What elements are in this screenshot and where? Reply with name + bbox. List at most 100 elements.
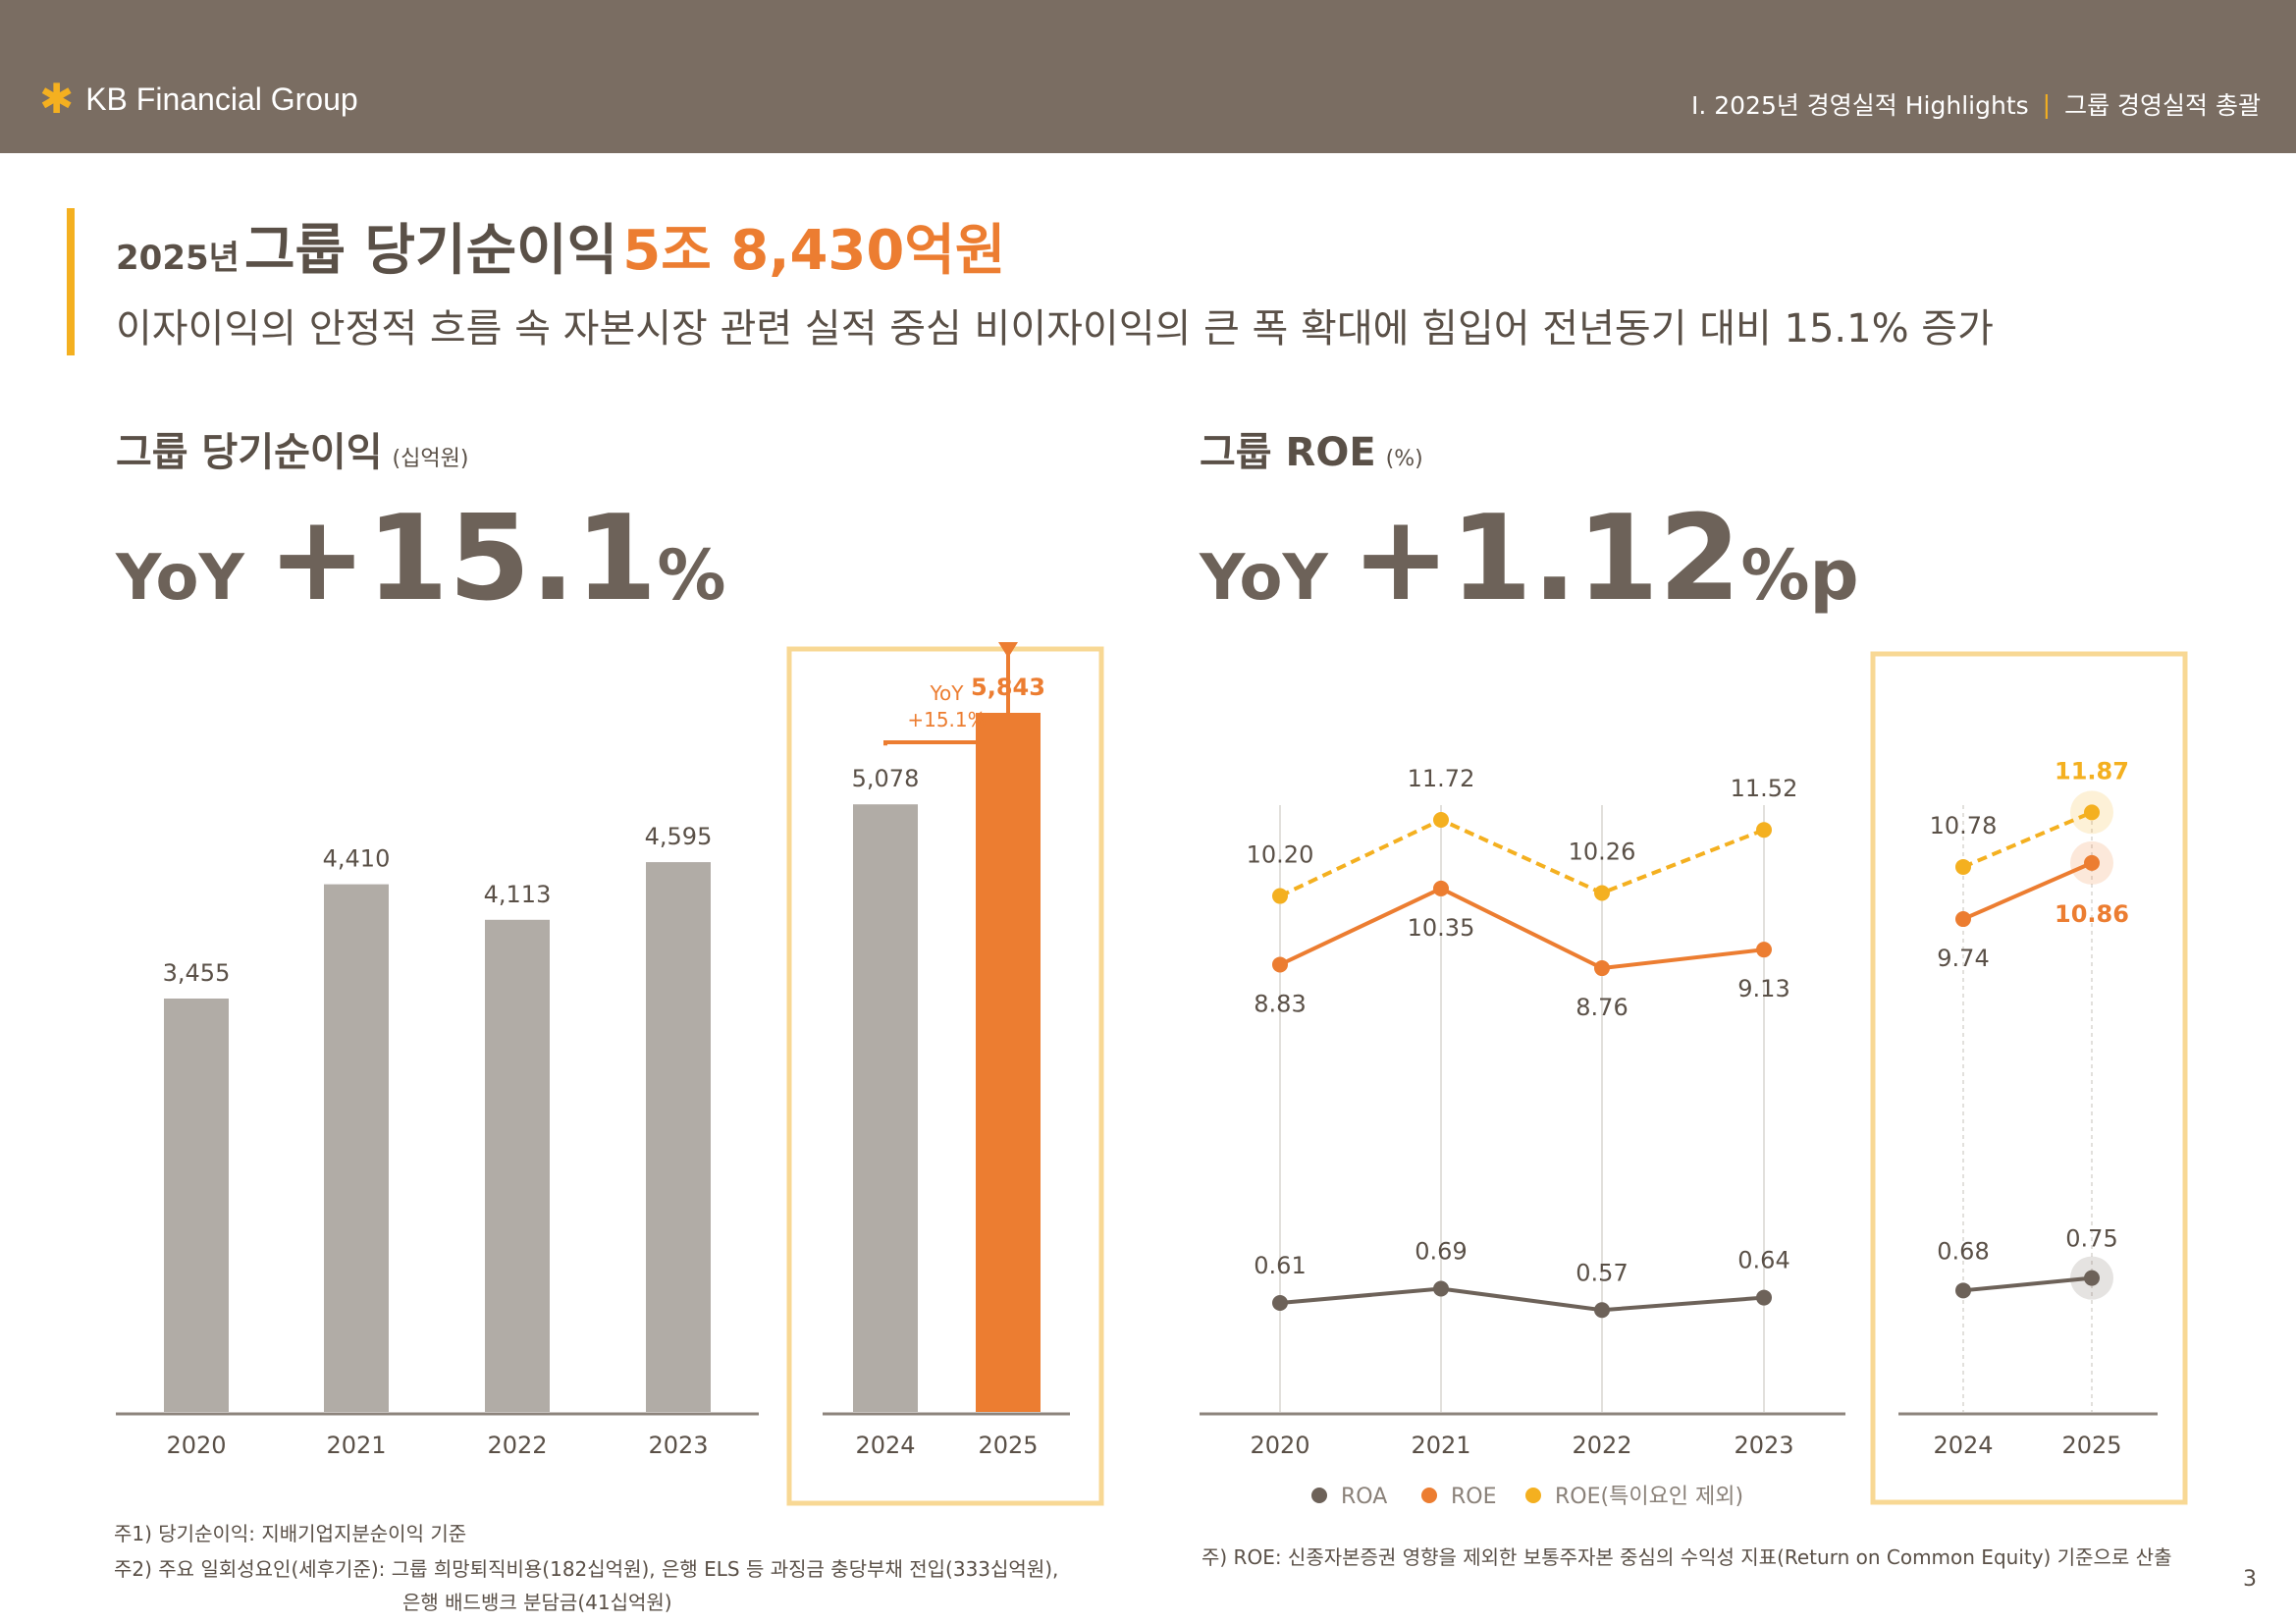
- series-2-label-2025: 11.87: [2055, 757, 2129, 785]
- kb-star-icon: ✱: [39, 75, 75, 123]
- series-1-label-2022: 8.76: [1575, 994, 1628, 1021]
- yoy-callout-arrowhead: [998, 641, 1018, 658]
- net-income-yoy-unit: %: [657, 535, 726, 616]
- x-tick-label-2024: 2024: [1933, 1432, 1993, 1459]
- headline-accent-bar: [67, 208, 75, 355]
- series-0-line-2020-2023: [1279, 1286, 1765, 1313]
- series-2-label-2024: 10.78: [1930, 812, 1998, 839]
- note-right-1: 주) ROE: 신종자본증권 영향을 제외한 보통주자본 중심의 수익성 지표(…: [1201, 1545, 2172, 1569]
- bar-2021: [324, 884, 389, 1412]
- net-income-title: 그룹 당기순이익 (십억원): [116, 420, 468, 477]
- net-income-bar-chart: 3,455 2020 4,410 2021 4,113 2022 4,595 2023 5,07…: [116, 641, 1104, 1506]
- series-1-point-2021: [1433, 880, 1449, 896]
- series-0-label-2020: 0.61: [1254, 1252, 1306, 1279]
- series-0-label-2025: 0.75: [2065, 1225, 2117, 1253]
- series-0-label-2021: 0.69: [1415, 1238, 1467, 1266]
- roe-yoy-label: YoY: [1200, 542, 1328, 615]
- series-0-point-2025: [2084, 1270, 2100, 1286]
- series-1-label-2024: 9.74: [1937, 945, 1989, 972]
- yoy-callout-label: YoY: [929, 681, 964, 705]
- breadcrumb-separator: |: [2042, 89, 2052, 119]
- header-bar: ✱ KB Financial Group Ⅰ. 2025년 경영실적 Highl…: [0, 0, 2296, 153]
- roe-title-text: 그룹 ROE: [1200, 430, 1376, 475]
- bar-value-label-2022: 4,113: [484, 881, 552, 908]
- legend-label-1: ROE: [1451, 1485, 1497, 1509]
- bar-2020: [164, 998, 229, 1412]
- x-tick-label-2021: 2021: [1411, 1432, 1470, 1459]
- roe-unit: (%): [1385, 447, 1423, 471]
- series-1-label-2020: 8.83: [1254, 990, 1306, 1017]
- breadcrumb-section[interactable]: Ⅰ. 2025년 경영실적 Highlights: [1690, 91, 2029, 120]
- bar-value-label-2024: 5,078: [852, 765, 920, 792]
- series-2-point-2024: [1955, 858, 1971, 875]
- net-income-title-text: 그룹 당기순이익: [116, 430, 383, 475]
- yoy-callout-value: +15.1%: [907, 708, 986, 731]
- roe-highlight-box: [1870, 651, 2188, 1505]
- headline-amount: 5조 8,430억원: [622, 219, 1006, 283]
- series-2-point-2021: [1433, 812, 1449, 828]
- series-1-line-2020-2023: [1279, 886, 1765, 971]
- net-income-yoy-value: +15.1: [267, 491, 658, 627]
- series-2-line-2020-2023: [1279, 817, 1765, 898]
- breadcrumb-page[interactable]: 그룹 경영실적 총괄: [2064, 91, 2261, 120]
- bar-tick-label-2022: 2022: [487, 1432, 547, 1459]
- roe-line-chart: 2020 2021 2022 2023 2024 2025 0.61 0.69 0.57 0.64…: [1200, 651, 2188, 1509]
- x-tick-label-2022: 2022: [1572, 1432, 1631, 1459]
- headline-subtitle: 이자이익의 안정적 흐름 속 자본시장 관련 실적 중심 비이자이익의 큰 폭 …: [116, 306, 1994, 352]
- note-left-3: 은행 배드뱅크 분담금(41십억원): [402, 1591, 672, 1614]
- legend-marker-1: [1421, 1488, 1437, 1503]
- series-0-label-2024: 0.68: [1937, 1237, 1989, 1265]
- bar-2025: [976, 712, 1041, 1412]
- x-tick-label-2025: 2025: [2061, 1432, 2121, 1459]
- series-1-point-2020: [1272, 956, 1288, 973]
- series-1-point-2024: [1955, 911, 1971, 928]
- x-tick-label-2020: 2020: [1250, 1432, 1309, 1459]
- series-1-point-2022: [1594, 960, 1610, 977]
- roe-yoy-unit: %p: [1740, 535, 1859, 616]
- bar-tick-label-2023: 2023: [648, 1432, 708, 1459]
- legend-label-0: ROA: [1341, 1485, 1387, 1509]
- series-0-label-2023: 0.64: [1737, 1247, 1789, 1274]
- page-number: 3: [2243, 1567, 2257, 1592]
- headline-main: 그룹 당기순이익: [244, 219, 618, 283]
- series-1-point-2023: [1756, 942, 1772, 958]
- series-1-label-2021: 10.35: [1408, 914, 1475, 942]
- series-1-label-2025: 10.86: [2055, 900, 2129, 928]
- bar-tick-label-2020: 2020: [166, 1432, 226, 1459]
- roe-title: 그룹 ROE (%): [1200, 420, 1423, 477]
- series-2-label-2020: 10.20: [1247, 841, 1314, 869]
- series-0-point-2022: [1594, 1302, 1610, 1319]
- legend-marker-0: [1311, 1488, 1327, 1503]
- note-left-2: 주2) 주요 일회성요인(세후기준): 그룹 희망퇴직비용(182십억원), 은…: [114, 1557, 1059, 1581]
- x-tick-label-2023: 2023: [1734, 1432, 1793, 1459]
- logo-text: KB Financial Group: [85, 81, 358, 117]
- bar-value-label-2021: 4,410: [323, 845, 391, 873]
- series-2-label-2022: 10.26: [1569, 839, 1636, 866]
- highlight-box-2024-2025: [786, 646, 1104, 1506]
- legend-marker-2: [1525, 1488, 1541, 1503]
- bar-2023: [646, 862, 711, 1412]
- series-1-label-2023: 9.13: [1737, 975, 1789, 1002]
- series-0-line-2024-2025: [1962, 1275, 2093, 1293]
- kb-logo[interactable]: ✱ KB Financial Group: [39, 79, 358, 120]
- series-0-point-2023: [1756, 1289, 1772, 1306]
- series-2-point-2023: [1756, 822, 1772, 839]
- net-income-yoy-label: YoY: [116, 542, 244, 615]
- series-0-point-2020: [1272, 1295, 1288, 1311]
- headline-year: 2025년: [116, 239, 240, 278]
- roe-yoy-value: +1.12: [1351, 491, 1741, 627]
- bar-tick-label-2025: 2025: [978, 1432, 1038, 1459]
- net-income-yoy: YoY +15.1%: [116, 491, 726, 627]
- series-2-point-2022: [1594, 885, 1610, 901]
- bar-tick-label-2024: 2024: [855, 1432, 915, 1459]
- page-title: 2025년 그룹 당기순이익 5조 8,430억원: [116, 206, 1005, 286]
- net-income-unit: (십억원): [392, 447, 469, 471]
- legend-label-2: ROE(특이요인 제외): [1555, 1485, 1743, 1509]
- series-2-point-2025: [2084, 804, 2100, 821]
- bar-value-label-2020: 3,455: [163, 959, 231, 987]
- series-2-line-2024-2025: [1962, 810, 2093, 869]
- roe-yoy: YoY +1.12%p: [1200, 491, 1859, 627]
- bar-tick-label-2021: 2021: [326, 1432, 386, 1459]
- bar-2022: [485, 919, 550, 1412]
